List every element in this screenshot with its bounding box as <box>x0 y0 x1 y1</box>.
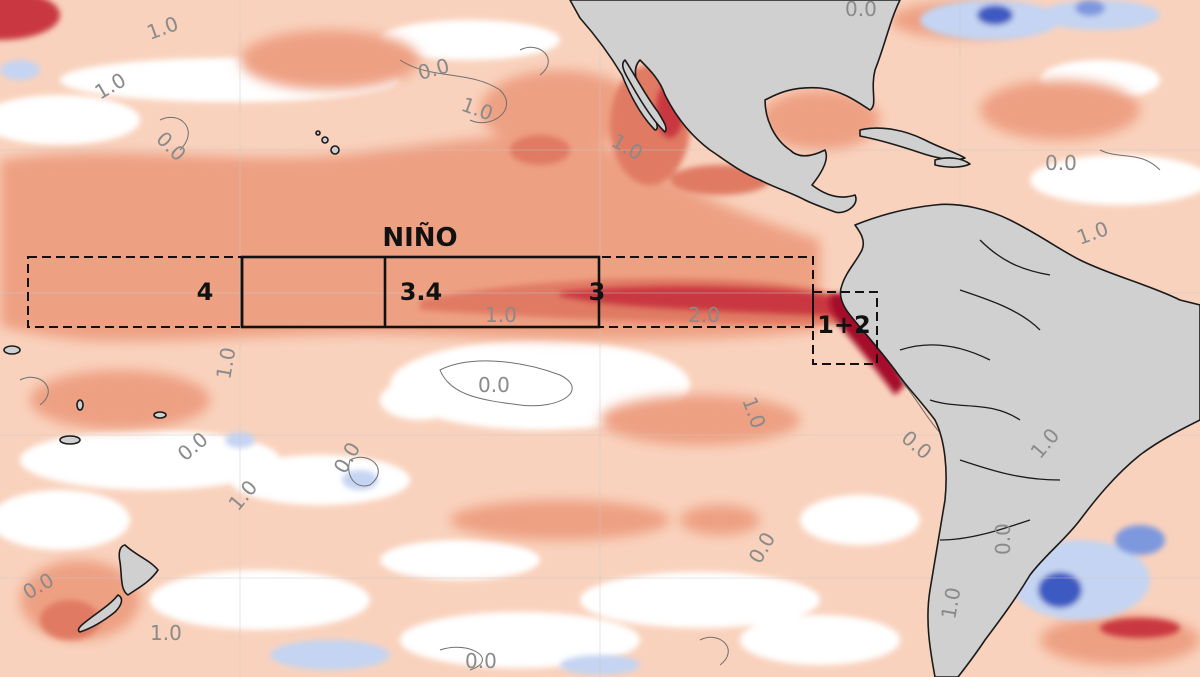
nino-4-label: 4 <box>197 278 214 306</box>
nino-title: NIÑO <box>382 221 457 253</box>
contour-label: 0.0 <box>478 373 510 397</box>
contour-label: 0.0 <box>465 649 497 673</box>
pacific-island <box>153 411 167 419</box>
pacific-island <box>76 399 84 411</box>
neutral-anomaly-zones <box>0 20 1200 668</box>
baja-peninsula <box>622 59 667 133</box>
extreme-warm-zones <box>829 293 905 395</box>
landmass-americas <box>569 0 1200 677</box>
nino-3-label: 3 <box>589 278 606 306</box>
hawaii-island <box>330 145 340 155</box>
nino-12-box <box>812 291 878 365</box>
fiji-island <box>59 435 81 445</box>
contour-label: 1.0 <box>150 621 182 645</box>
contour-label: 0.0 <box>991 523 1015 555</box>
hawaii-island <box>321 136 329 144</box>
nino-region-labels: NIÑO 4 3.4 3 1+2 <box>197 221 871 339</box>
contour-label: 0.0 <box>845 0 877 21</box>
contour-label: 2.0 <box>688 303 720 327</box>
south-america-land <box>839 203 1200 677</box>
cuba-island <box>859 127 966 161</box>
contour-label: 1.0 <box>211 345 240 380</box>
new-zealand-north <box>118 544 159 596</box>
contour-label: 1.0 <box>936 585 965 620</box>
anomaly-contours <box>19 46 1161 671</box>
hawaii-island <box>315 130 321 136</box>
contour-label: 0.0 <box>1045 151 1077 175</box>
hispaniola-island <box>934 157 971 168</box>
landmass-pacific-islands <box>3 130 340 633</box>
nino-34-label: 3.4 <box>400 278 443 306</box>
contour-label: 1.0 <box>485 303 517 327</box>
pacific-island <box>3 345 21 355</box>
hot-warm-zones <box>0 0 1180 638</box>
nino-regions <box>27 255 878 365</box>
new-zealand-south <box>77 594 123 633</box>
nino-12-label: 1+2 <box>817 311 871 339</box>
